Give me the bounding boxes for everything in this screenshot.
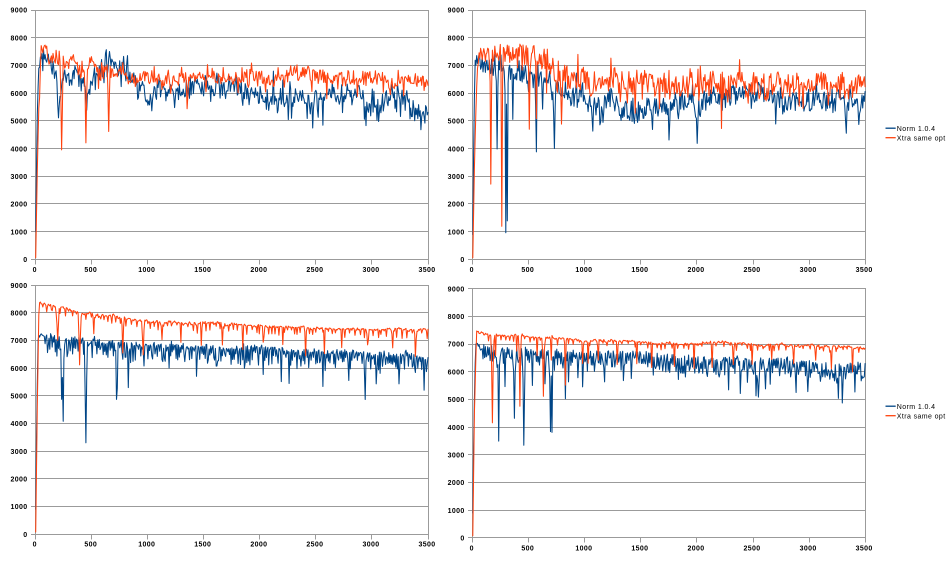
svg-text:2500: 2500 — [306, 542, 323, 549]
svg-text:2000: 2000 — [250, 267, 267, 274]
svg-text:3000: 3000 — [800, 267, 817, 274]
svg-text:0: 0 — [23, 532, 27, 539]
svg-text:4000: 4000 — [11, 421, 28, 428]
svg-text:3500: 3500 — [856, 267, 873, 274]
svg-text:4000: 4000 — [448, 146, 465, 153]
svg-text:7000: 7000 — [11, 63, 28, 70]
svg-text:1000: 1000 — [138, 267, 155, 274]
svg-text:0: 0 — [23, 257, 27, 264]
svg-text:5000: 5000 — [11, 394, 28, 401]
svg-text:3000: 3000 — [363, 542, 380, 549]
svg-text:3000: 3000 — [363, 267, 380, 274]
svg-text:3500: 3500 — [856, 545, 873, 552]
svg-text:0: 0 — [470, 545, 474, 552]
svg-text:1000: 1000 — [575, 267, 592, 274]
svg-text:3000: 3000 — [11, 449, 28, 456]
svg-text:7000: 7000 — [448, 342, 465, 349]
svg-text:3000: 3000 — [11, 174, 28, 181]
svg-text:3000: 3000 — [448, 174, 465, 181]
svg-text:4000: 4000 — [11, 146, 28, 153]
svg-text:2000: 2000 — [250, 542, 267, 549]
svg-text:2000: 2000 — [448, 202, 465, 209]
svg-text:5000: 5000 — [448, 119, 465, 126]
svg-text:0: 0 — [33, 542, 37, 549]
svg-text:6000: 6000 — [448, 369, 465, 376]
svg-text:7000: 7000 — [448, 63, 465, 70]
svg-text:2000: 2000 — [448, 480, 465, 487]
svg-text:8000: 8000 — [448, 314, 465, 321]
svg-text:6000: 6000 — [448, 91, 465, 98]
svg-text:1500: 1500 — [194, 542, 211, 549]
svg-text:8000: 8000 — [448, 35, 465, 42]
svg-text:4000: 4000 — [448, 425, 465, 432]
svg-text:1000: 1000 — [575, 545, 592, 552]
svg-text:9000: 9000 — [448, 286, 465, 293]
svg-text:2500: 2500 — [744, 545, 761, 552]
svg-text:500: 500 — [521, 267, 534, 274]
svg-text:2500: 2500 — [744, 267, 761, 274]
svg-text:0: 0 — [460, 257, 464, 264]
svg-text:500: 500 — [84, 542, 97, 549]
svg-text:6000: 6000 — [11, 366, 28, 373]
svg-text:8000: 8000 — [11, 311, 28, 318]
svg-text:3000: 3000 — [800, 545, 817, 552]
svg-text:2500: 2500 — [306, 267, 323, 274]
svg-text:3500: 3500 — [419, 267, 436, 274]
svg-text:0: 0 — [460, 536, 464, 543]
svg-text:Xtra same opt: Xtra same opt — [897, 135, 946, 142]
svg-text:1500: 1500 — [631, 267, 648, 274]
svg-text:Norm 1.0.4: Norm 1.0.4 — [897, 404, 936, 411]
svg-text:3000: 3000 — [448, 453, 465, 460]
svg-text:Xtra same opt: Xtra same opt — [897, 413, 946, 420]
svg-text:1000: 1000 — [11, 229, 28, 236]
svg-text:500: 500 — [521, 545, 534, 552]
svg-text:1500: 1500 — [194, 267, 211, 274]
svg-text:1000: 1000 — [11, 504, 28, 511]
svg-text:0: 0 — [33, 267, 37, 274]
svg-text:6000: 6000 — [11, 91, 28, 98]
svg-text:Norm 1.0.4: Norm 1.0.4 — [897, 126, 936, 133]
svg-text:3500: 3500 — [419, 542, 436, 549]
svg-text:8000: 8000 — [11, 35, 28, 42]
svg-text:1000: 1000 — [138, 542, 155, 549]
svg-text:5000: 5000 — [448, 397, 465, 404]
svg-text:1000: 1000 — [448, 229, 465, 236]
svg-text:5000: 5000 — [11, 119, 28, 126]
svg-text:2000: 2000 — [688, 545, 705, 552]
svg-text:9000: 9000 — [11, 283, 28, 290]
svg-text:1500: 1500 — [631, 545, 648, 552]
svg-text:9000: 9000 — [448, 8, 465, 15]
svg-text:2000: 2000 — [688, 267, 705, 274]
svg-text:0: 0 — [470, 267, 474, 274]
svg-text:1000: 1000 — [448, 508, 465, 515]
svg-text:7000: 7000 — [11, 338, 28, 345]
svg-text:500: 500 — [84, 267, 97, 274]
svg-text:2000: 2000 — [11, 202, 28, 209]
svg-text:2000: 2000 — [11, 477, 28, 484]
svg-text:9000: 9000 — [11, 8, 28, 15]
